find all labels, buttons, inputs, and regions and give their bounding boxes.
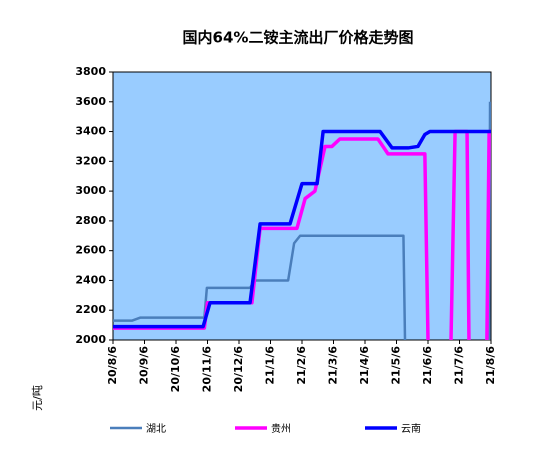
y-tick-label: 2400 <box>75 273 106 286</box>
y-tick-label: 3200 <box>75 154 106 167</box>
chart-title: 国内64%二铵主流出厂价格走势图 <box>183 29 414 47</box>
legend-label: 贵州 <box>271 422 291 435</box>
x-tick-label: 20/11/6 <box>201 346 214 393</box>
y-tick-label: 3000 <box>75 184 106 197</box>
x-tick-label: 21/4/6 <box>358 346 371 385</box>
x-tick-label: 21/6/6 <box>421 346 434 385</box>
series-line <box>113 129 491 329</box>
y-tick-label: 3600 <box>75 95 106 108</box>
x-tick-label: 21/7/6 <box>453 346 466 385</box>
y-tick-label: 3400 <box>75 125 106 138</box>
y-axis-label: 元/吨 <box>31 385 44 411</box>
legend-label: 湖北 <box>146 423 166 435</box>
x-tick-label: 20/8/6 <box>106 346 119 385</box>
y-tick-label: 2600 <box>75 244 106 257</box>
x-tick-label: 20/9/6 <box>138 346 151 385</box>
x-tick-label: 21/3/6 <box>327 346 340 385</box>
legend-label: 云南 <box>401 422 421 435</box>
y-tick-label: 3800 <box>75 65 106 78</box>
x-tick-label: 20/10/6 <box>169 346 182 393</box>
y-tick-label: 2200 <box>75 303 106 316</box>
x-tick-label: 21/5/6 <box>390 346 403 385</box>
x-tick-label: 21/2/6 <box>295 346 308 385</box>
x-tick-label: 21/1/6 <box>264 346 277 385</box>
y-tick-label: 2800 <box>75 214 106 227</box>
x-tick-label: 21/8/6 <box>484 346 497 385</box>
y-tick-label: 2000 <box>75 333 106 346</box>
x-tick-label: 20/12/6 <box>232 346 245 393</box>
